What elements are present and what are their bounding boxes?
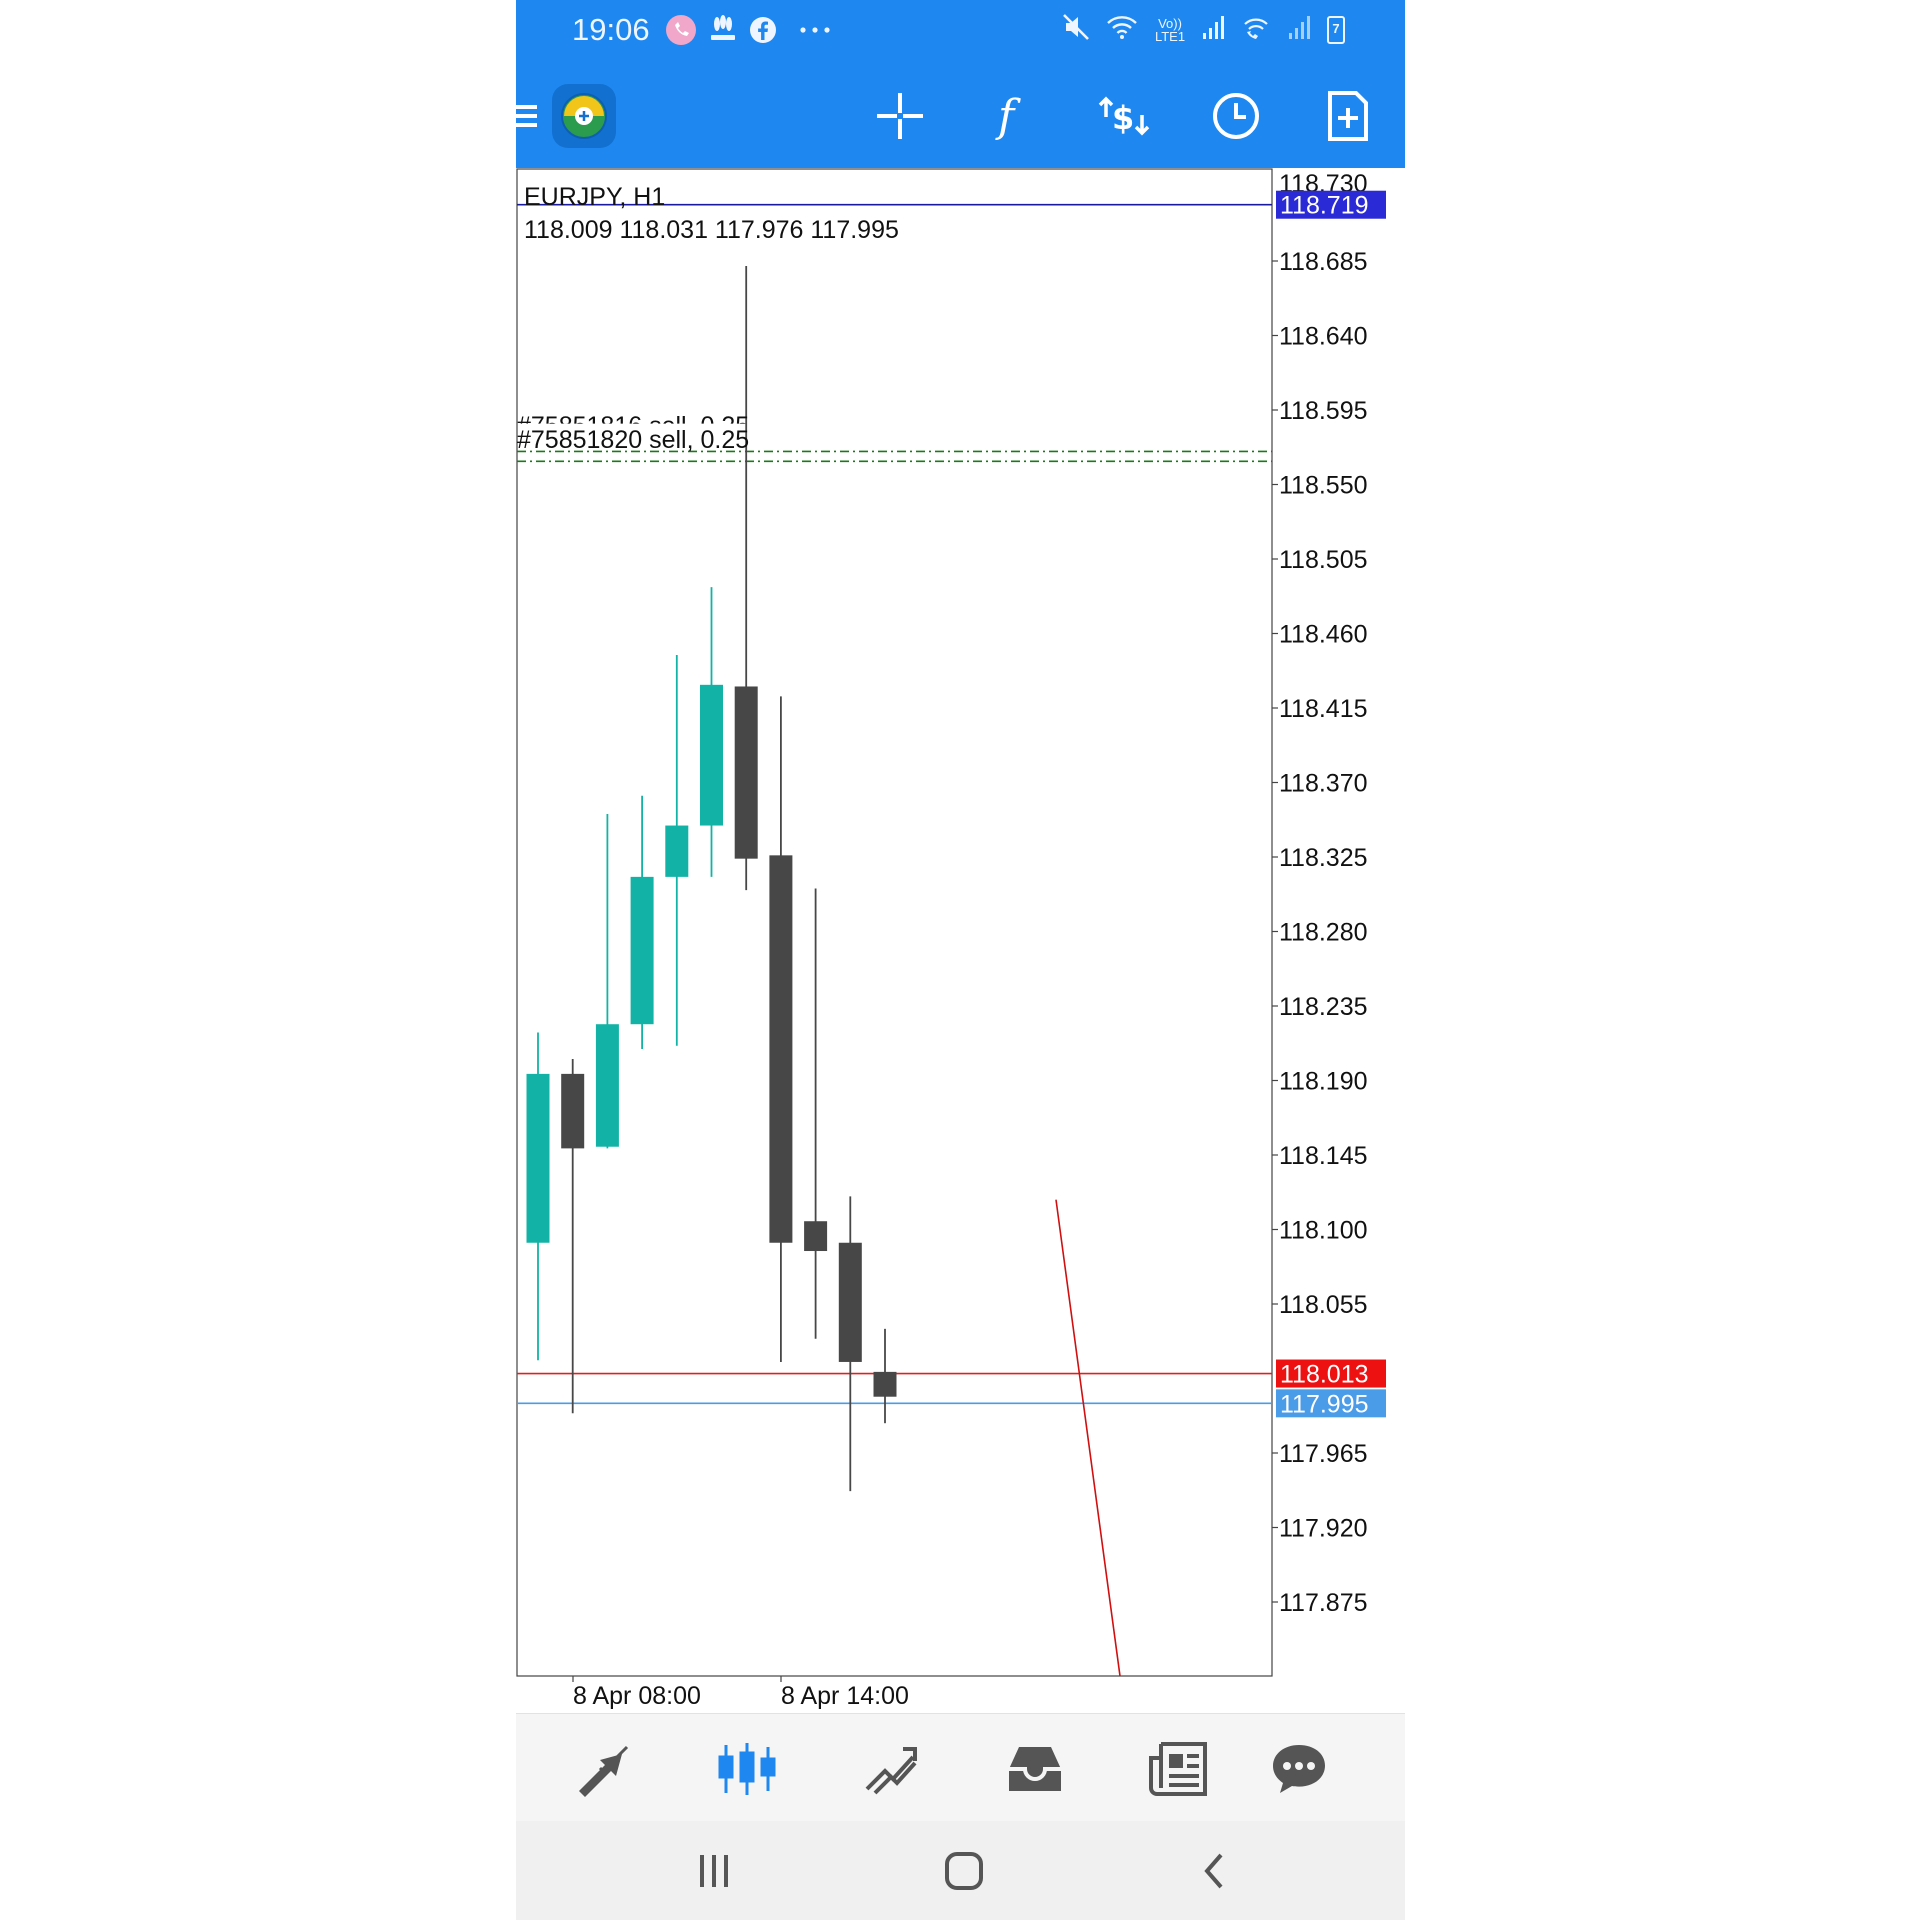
plot-frame bbox=[516, 168, 1273, 1677]
y-tick-label: 118.415 bbox=[1279, 695, 1368, 723]
metatrader-logo-icon[interactable] bbox=[550, 82, 618, 150]
order-label-2: #75851820 sell, 0.25 bbox=[517, 426, 750, 454]
price-tag-label: 118.719 bbox=[1280, 192, 1369, 220]
y-tick-label: 118.280 bbox=[1279, 919, 1368, 947]
y-tick-label: 117.875 bbox=[1279, 1589, 1368, 1617]
y-tick-label: 118.685 bbox=[1279, 248, 1368, 276]
x-tick-label: 8 Apr 08:00 bbox=[573, 1682, 701, 1710]
candle-body bbox=[561, 1073, 585, 1149]
candle-body bbox=[769, 855, 793, 1243]
y-tick-label: 118.190 bbox=[1279, 1068, 1368, 1096]
facebook-icon bbox=[748, 14, 778, 46]
signal-2-icon bbox=[1287, 13, 1313, 46]
y-tick-label: 118.100 bbox=[1279, 1217, 1368, 1245]
candle-body bbox=[873, 1371, 897, 1397]
y-tick-label: 118.595 bbox=[1279, 397, 1368, 425]
price-tag-label: 118.013 bbox=[1280, 1361, 1369, 1389]
wifi-icon bbox=[1105, 12, 1139, 47]
y-tick-label: 118.055 bbox=[1279, 1291, 1368, 1319]
price-tag bbox=[1276, 1359, 1386, 1388]
indicators-f-icon[interactable]: f bbox=[982, 86, 1042, 146]
status-time: 19:06 bbox=[572, 12, 650, 47]
viber-icon bbox=[664, 14, 698, 46]
more-dots-icon bbox=[798, 14, 832, 46]
svg-text:f: f bbox=[995, 91, 1021, 141]
status-right-icons: Vo)) LTE1 7 bbox=[1061, 12, 1345, 47]
chart-area[interactable]: 118.685 118.640 118.595 118.550 118.505 118.4… bbox=[516, 168, 1405, 1713]
y-tick-label: 117.965 bbox=[1279, 1440, 1368, 1468]
candle-body bbox=[665, 825, 689, 877]
price-tag bbox=[1276, 1389, 1386, 1418]
trade-chart-icon[interactable] bbox=[856, 1734, 926, 1804]
price-tag bbox=[1276, 190, 1386, 219]
chart-symbol-timeframe: EURJPY, H1 bbox=[524, 183, 666, 211]
timeframe-clock-icon[interactable] bbox=[1206, 86, 1266, 146]
order-label-1: #75851816 sell, 0.25 bbox=[517, 412, 749, 424]
candle-body bbox=[595, 1024, 619, 1147]
candle-body bbox=[838, 1242, 862, 1362]
mute-icon bbox=[1061, 12, 1091, 47]
y-tick-label: 118.460 bbox=[1279, 621, 1368, 649]
bottom-navigation bbox=[516, 1713, 1405, 1822]
chat-icon[interactable] bbox=[1264, 1734, 1334, 1804]
trade-dollar-icon[interactable]: $ bbox=[1094, 86, 1154, 146]
battery-level: 7 bbox=[1332, 20, 1340, 36]
y-tick-label: 117.920 bbox=[1279, 1515, 1368, 1543]
chart-ohlc-values: 118.009 118.031 117.976 117.995 bbox=[524, 216, 899, 244]
x-tick-label: 8 Apr 14:00 bbox=[781, 1682, 909, 1710]
quotes-arrows-icon[interactable] bbox=[568, 1734, 638, 1804]
trend-line bbox=[1055, 1199, 1121, 1677]
back-icon[interactable] bbox=[1184, 1847, 1244, 1895]
chart-toolbar: f $ bbox=[516, 62, 1405, 168]
price-tag-label: 117.995 bbox=[1280, 1390, 1369, 1418]
y-tick-label: 118.325 bbox=[1279, 844, 1368, 872]
battery-icon: 7 bbox=[1327, 15, 1345, 44]
candle-body bbox=[734, 686, 758, 859]
phone-screen: 19:06 Vo)) LTE1 bbox=[516, 0, 1405, 1920]
chart-candles-icon[interactable] bbox=[712, 1734, 782, 1804]
y-tick-label: 118.145 bbox=[1279, 1142, 1368, 1170]
hamburger-menu-icon[interactable] bbox=[516, 86, 548, 146]
y-tick-label: 118.370 bbox=[1279, 770, 1368, 798]
candle-body bbox=[700, 684, 723, 826]
y-tick-label: 118.235 bbox=[1279, 993, 1368, 1021]
signal-icon bbox=[1201, 13, 1227, 46]
candle-body bbox=[804, 1221, 828, 1252]
system-navigation-bar bbox=[516, 1821, 1405, 1920]
volte-lte1-icon: Vo)) LTE1 bbox=[1154, 15, 1186, 44]
y-tick-label: 118.550 bbox=[1279, 472, 1368, 500]
crosshair-icon[interactable] bbox=[870, 86, 930, 146]
new-order-icon[interactable] bbox=[1318, 86, 1378, 146]
y-tick-label: 118.505 bbox=[1279, 546, 1368, 574]
recent-apps-icon[interactable] bbox=[684, 1847, 744, 1895]
history-inbox-icon[interactable] bbox=[1000, 1734, 1070, 1804]
candle-body bbox=[630, 876, 654, 1025]
cnbc-icon bbox=[706, 14, 740, 46]
wifi-calling-2-icon bbox=[1241, 12, 1273, 47]
y-tick-label: 118.640 bbox=[1279, 323, 1368, 351]
status-bar: 19:06 Vo)) LTE1 bbox=[516, 0, 1405, 62]
candlestick-chart[interactable]: 118.685 118.640 118.595 118.550 118.505 118.4… bbox=[516, 168, 1405, 1713]
candle-body bbox=[526, 1073, 550, 1243]
news-icon[interactable] bbox=[1144, 1734, 1214, 1804]
svg-text:$: $ bbox=[1112, 99, 1134, 137]
home-icon[interactable] bbox=[934, 1847, 994, 1895]
